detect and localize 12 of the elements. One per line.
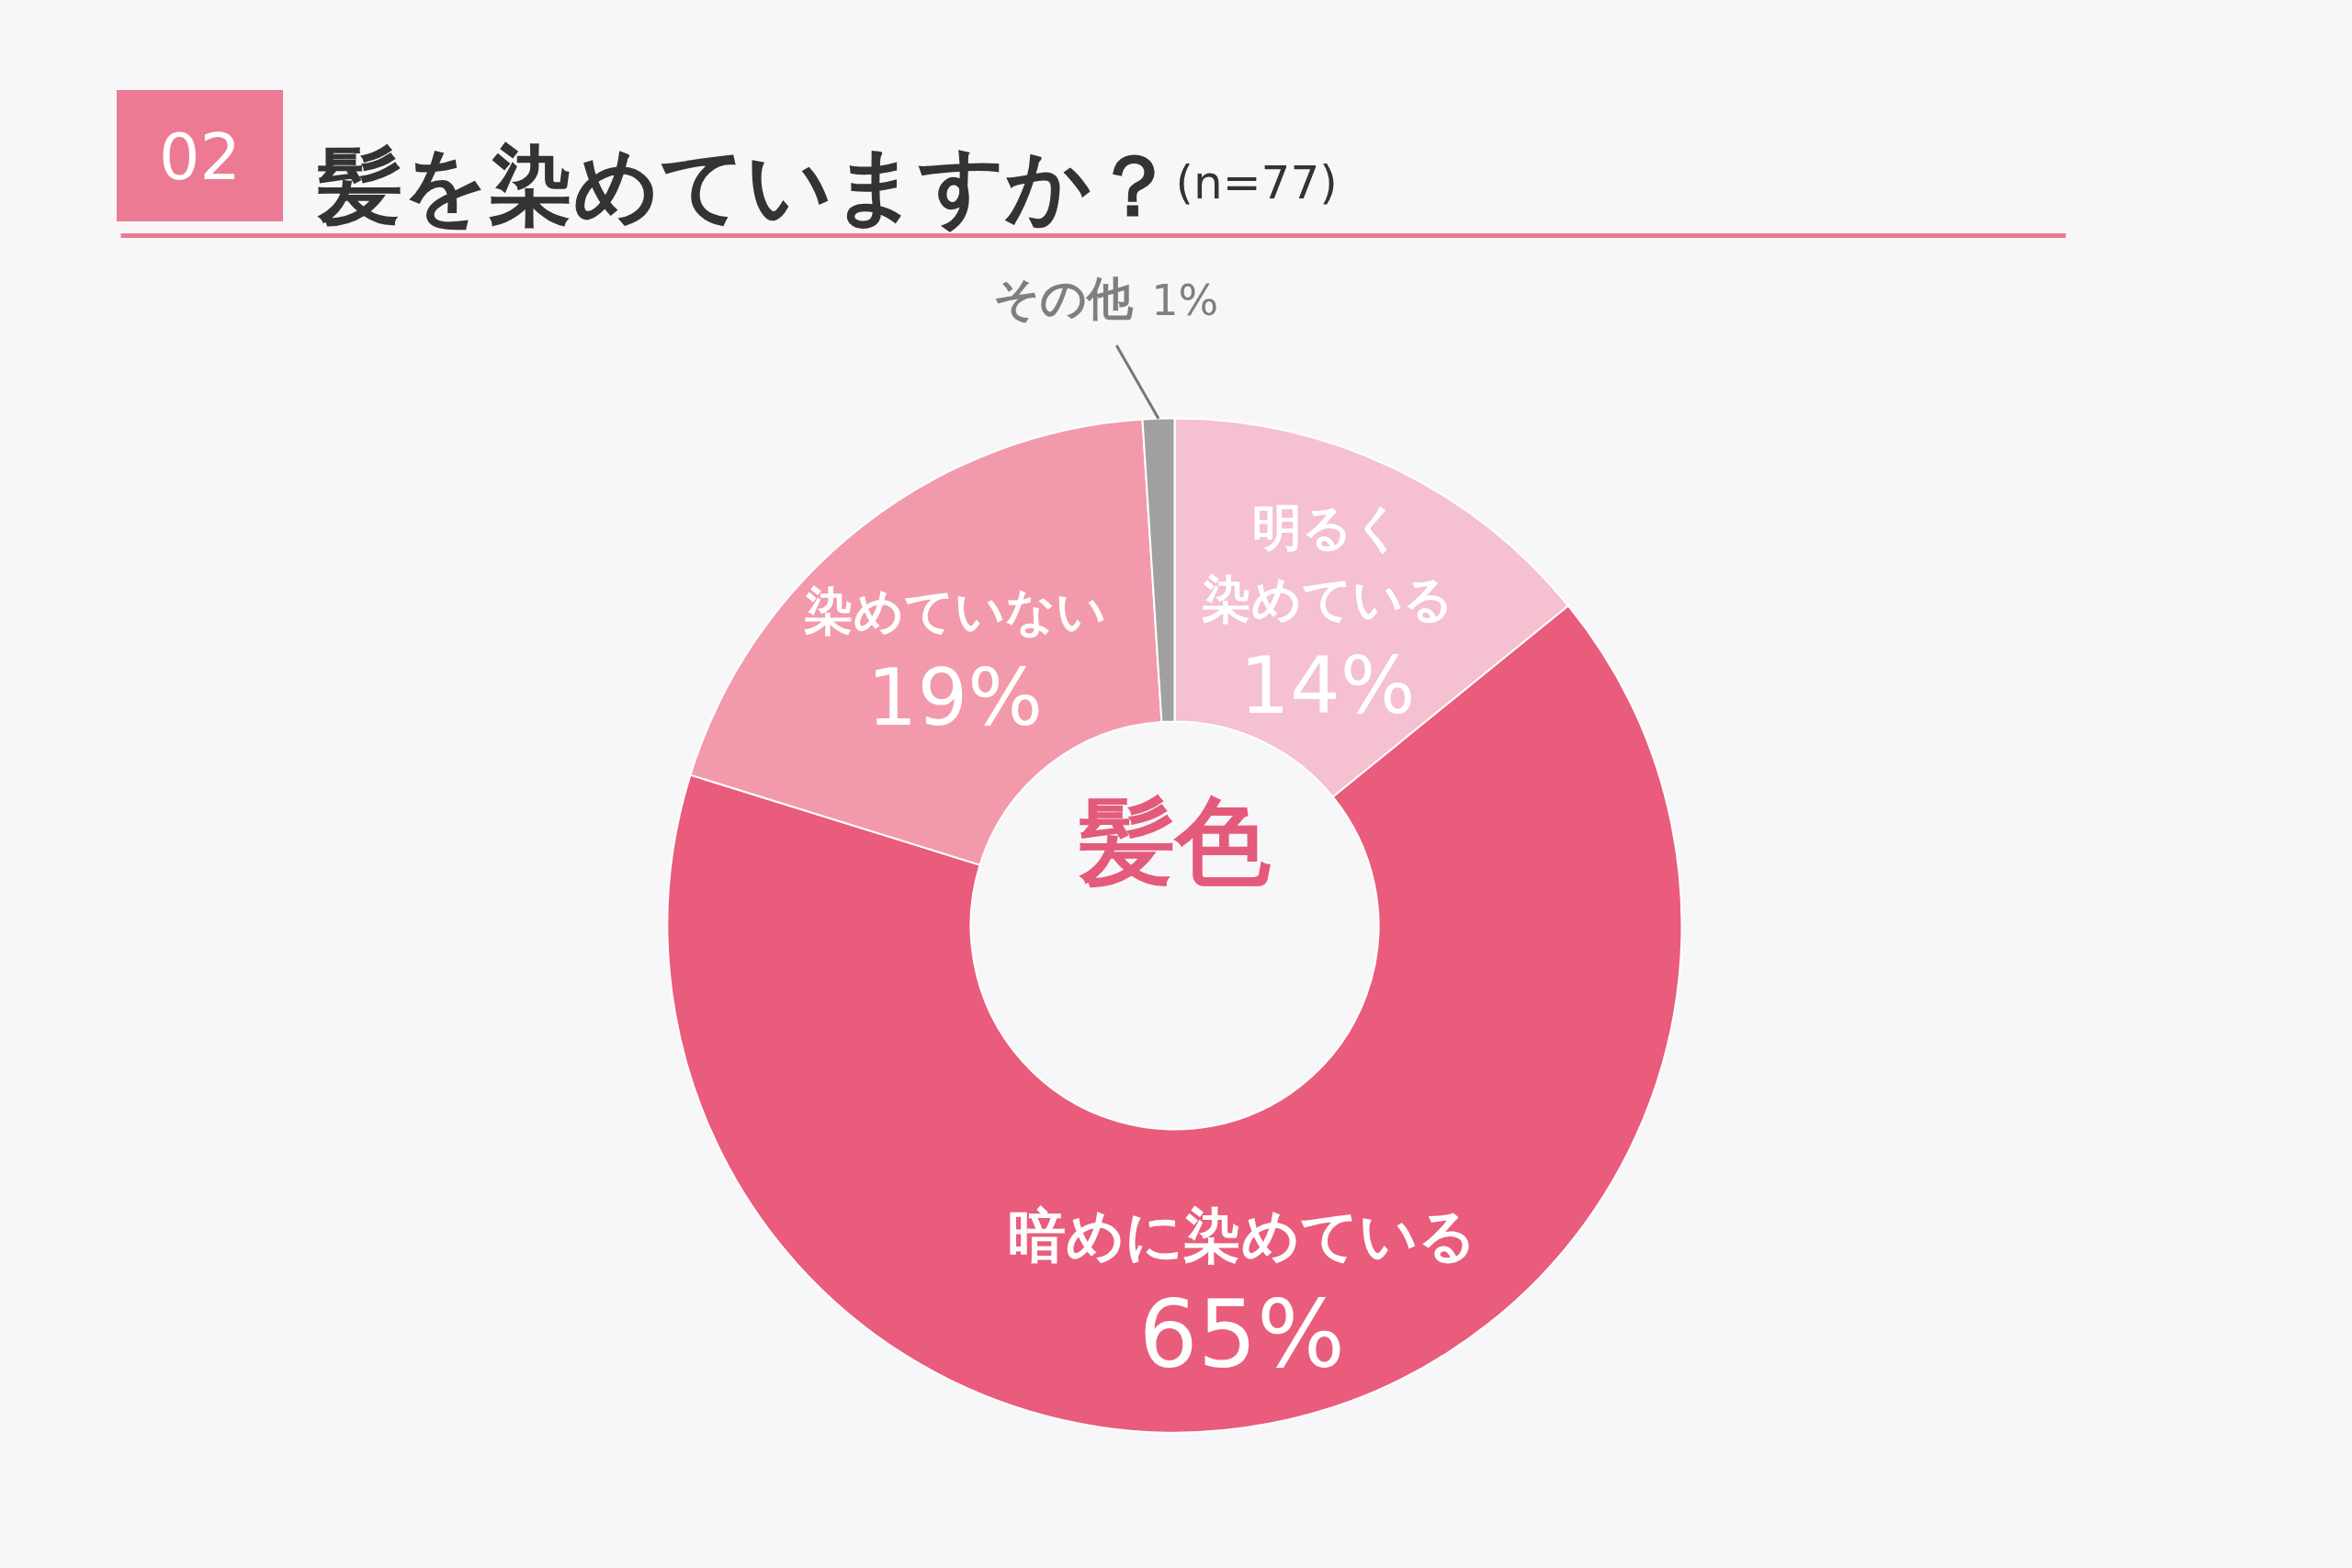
data-label: 19% (866, 651, 1043, 744)
slice-label: 染めていない (803, 582, 1106, 641)
slice-label: 明るく染めている (1201, 498, 1453, 629)
text: 髪色 (1078, 784, 1271, 897)
slice-label: その他 (993, 271, 1135, 325)
data-label: 1% (1151, 275, 1219, 325)
data-label: 14% (1239, 639, 1416, 732)
slice-label: 暗めに染めている (1007, 1201, 1476, 1269)
data-label: 65% (1138, 1280, 1345, 1389)
chart-title: 髪を染めていますか？ (316, 137, 1176, 235)
chart-subtitle: (n=77) (1175, 155, 1338, 209)
text: 02 (158, 119, 242, 195)
